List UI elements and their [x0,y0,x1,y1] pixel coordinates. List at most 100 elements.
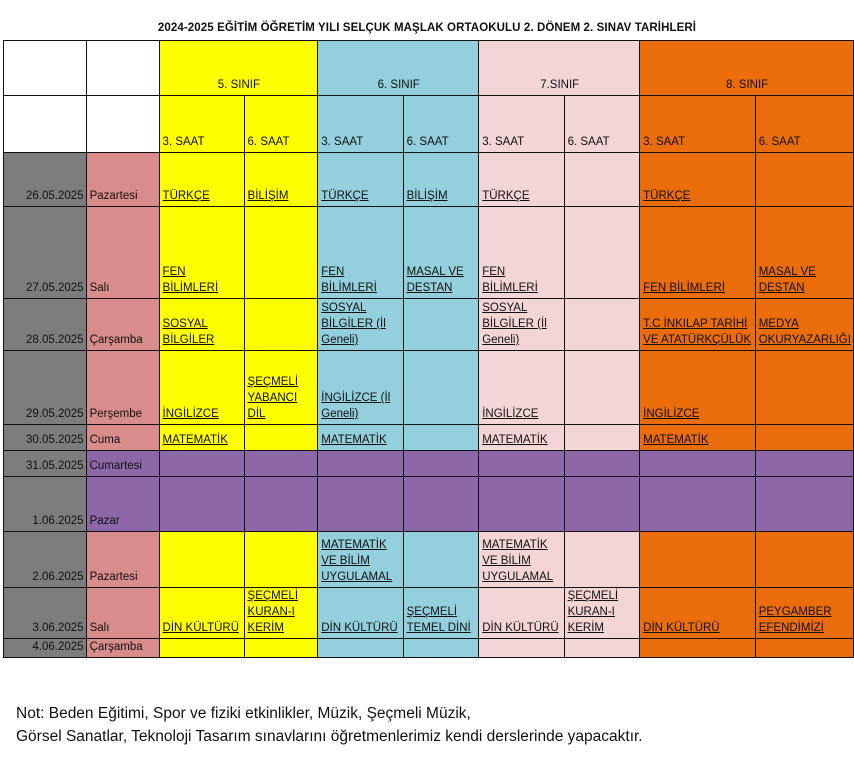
exam-subject: SOSYAL BİLGİLER (İl Geneli) [321,302,386,346]
exam-cell: DİN KÜLTÜRÜ [478,587,565,639]
exam-subject: SOSYAL BİLGİLER (İl Geneli) [482,302,547,346]
exam-subject: İNGİLİZCE [643,408,700,420]
exam-cell: TÜRKÇE [317,152,404,207]
exam-cell [243,638,319,658]
date-cell: 2.06.2025 [3,531,87,588]
exam-cell: TÜRKÇE [639,152,756,207]
period-header: 6. SAAT [402,95,480,153]
exam-cell: ŞEÇMELİ KURAN-I KERİM [243,587,319,639]
period-header: 3. SAAT [158,95,245,153]
exam-subject: TÜRKÇE [482,190,530,202]
exam-subject: ŞEÇMELİ TEMEL DİNİ [406,606,471,634]
exam-subject: FEN BİLİMLERİ [162,266,219,294]
exam-subject: MATEMATİK [482,434,548,446]
date-cell: 3.06.2025 [3,587,87,639]
exam-subject: TÜRKÇE [162,190,210,202]
schedule-row: 2.06.2025 Pazartesi MATEMATİK VE BİLİM UYG… [3,531,854,588]
exam-cell: TÜRKÇE [478,152,565,207]
grade-header: 8. SINIF [639,40,854,96]
date-cell: 28.05.2025 [3,298,87,351]
exam-cell: BİLİŞİM [243,152,319,207]
exam-cell [317,476,404,532]
exam-cell [563,476,641,532]
exam-cell: MASAL VE DESTAN [754,206,854,299]
exam-subject: BİLİŞİM [247,190,289,202]
exam-cell [478,476,565,532]
exam-subject: DİN KÜLTÜRÜ [482,622,559,634]
exam-cell: MATEMATİK VE BİLİM UYGULAMAL [478,531,565,588]
exam-cell [402,476,480,532]
period-header: 6. SAAT [563,95,641,153]
exam-cell [563,350,641,425]
exam-cell [158,531,245,588]
exam-cell: FEN BİLİMLERİ [478,206,565,299]
exam-cell [639,638,756,658]
exam-cell [754,531,854,588]
exam-cell: DİN KÜLTÜRÜ [317,587,404,639]
schedule-row: 31.05.2025 Cumartesi [3,450,854,477]
exam-cell [639,476,756,532]
footnote: Not: Beden Eğitimi, Spor ve fiziki etkin… [16,702,643,748]
exam-cell [158,638,245,658]
exam-subject: ŞEÇMELİ KURAN-I KERİM [567,590,619,634]
exam-cell: İNGİLİZCE (İl Geneli) [317,350,404,425]
exam-subject: FEN BİLİMLERİ [321,266,377,294]
exam-cell [639,450,756,477]
exam-cell: MEDYA OKURYAZARLIĞI [754,298,854,351]
grade-header: 6. SINIF [317,40,480,96]
exam-subject: SOSYAL BİLGİLER [162,318,215,346]
schedule-row: 28.05.2025 Çarşamba SOSYAL BİLGİLER SOSYAL … [3,298,854,351]
exam-subject: PEYGAMBER EFENDİMİZİ [758,606,832,634]
exam-cell [563,152,641,207]
period-header: 6. SAAT [754,95,854,153]
period-header: 3. SAAT [478,95,565,153]
exam-cell [243,424,319,451]
exam-cell: İNGİLİZCE [639,350,756,425]
exam-subject: MATEMATİK [643,434,709,446]
exam-subject: MATEMATİK VE BİLİM UYGULAMAL [482,539,554,583]
exam-cell: MATEMATİK [317,424,404,451]
day-cell: Cumartesi [85,450,160,477]
exam-subject: ŞEÇMELİ KURAN-I KERİM [247,590,299,634]
exam-cell: SOSYAL BİLGİLER (İl Geneli) [317,298,404,351]
day-cell: Çarşamba [85,638,160,658]
period-header-row: 3. SAAT 6. SAAT 3. SAAT 6. SAAT 3. SAAT 6. SA… [3,95,854,153]
exam-subject: DİN KÜLTÜRÜ [643,622,720,634]
exam-cell [478,450,565,477]
exam-subject: DİN KÜLTÜRÜ [162,622,240,634]
exam-cell [158,476,245,532]
exam-subject: MEDYA OKURYAZARLIĞI [758,318,851,346]
exam-cell: FEN BİLİMLERİ [158,206,245,299]
exam-subject: MATEMATİK [321,434,387,446]
exam-cell [317,450,404,477]
schedule-row: 30.05.2025 Cuma MATEMATİK MATEMATİK MATEMATİ… [3,424,854,451]
footnote-line-1: Not: Beden Eğitimi, Spor ve fiziki etkin… [16,705,471,722]
exam-subject: FEN BİLİMLERİ [643,282,725,294]
exam-cell [402,298,480,351]
exam-subject: TÜRKÇE [643,190,691,202]
exam-subject: FEN BİLİMLERİ [482,266,538,294]
exam-cell [243,298,319,351]
schedule-row: 27.05.2025 Salı FEN BİLİMLERİ FEN BİLİMLERİ… [3,206,854,299]
exam-subject: ŞEÇMELİ YABANCI DİL [247,376,299,420]
schedule-row: 26.05.2025 Pazartesi TÜRKÇE BİLİŞİM TÜRKÇE Bİ… [3,152,854,207]
exam-cell [243,531,319,588]
day-cell: Pazartesi [85,152,160,207]
exam-cell: İNGİLİZCE [478,350,565,425]
date-cell: 29.05.2025 [3,350,87,425]
exam-cell [754,152,854,207]
page-title: 2024-2025 EĞİTİM ÖĞRETİM YILI SELÇUK MAŞ… [157,22,697,34]
exam-cell [639,531,756,588]
exam-cell [402,450,480,477]
exam-subject: İNGİLİZCE [482,408,539,420]
day-cell: Çarşamba [85,298,160,351]
exam-cell [754,424,854,451]
date-cell: 31.05.2025 [3,450,87,477]
exam-cell: MATEMATİK [478,424,565,451]
exam-cell [563,531,641,588]
exam-cell: SOSYAL BİLGİLER [158,298,245,351]
period-header: 6. SAAT [243,95,319,153]
exam-cell [402,638,480,658]
exam-cell [243,476,319,532]
footnote-line-2: Görsel Sanatlar, Teknoloji Tasarım sınav… [16,728,643,745]
